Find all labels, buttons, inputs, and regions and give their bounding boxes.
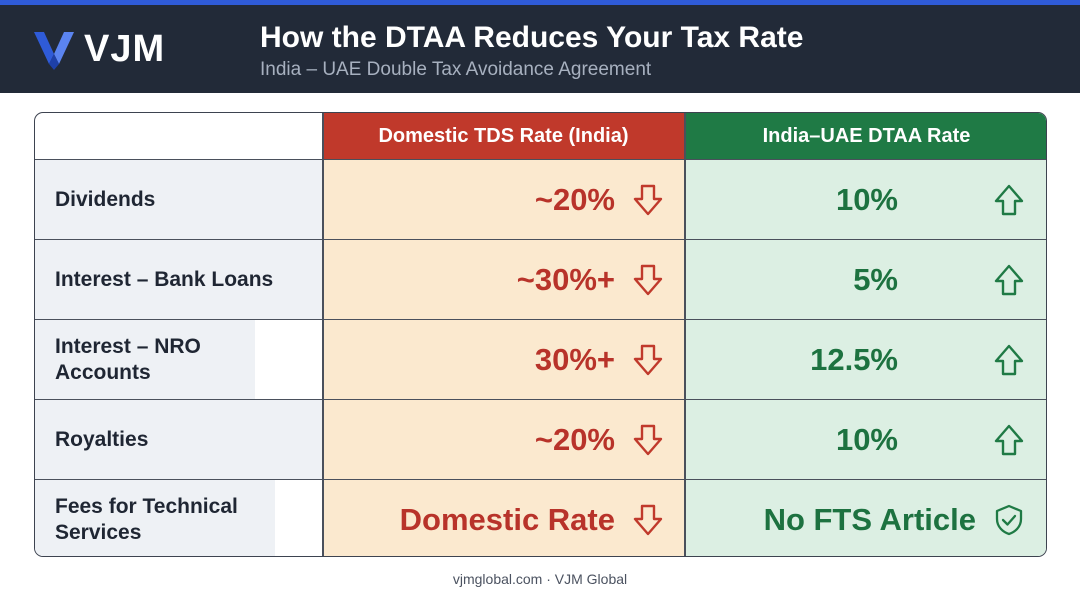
table-row: Dividends ~20% 10% bbox=[35, 159, 1046, 240]
header-banner: VJM How the DTAA Reduces Your Tax Rate I… bbox=[0, 5, 1080, 93]
arrow-down-icon bbox=[633, 264, 663, 296]
dtaa-cell: 10% bbox=[685, 400, 1046, 480]
rate-comparison-table: Domestic TDS Rate (India) India–UAE DTAA… bbox=[34, 112, 1047, 557]
domestic-cell: ~20% bbox=[322, 400, 685, 480]
row-label: Dividends bbox=[35, 160, 322, 240]
table-row: Interest – Bank Loans ~30%+ 5% bbox=[35, 239, 1046, 320]
dtaa-column-header: India–UAE DTAA Rate bbox=[685, 113, 1046, 159]
footer-credit: vjmglobal.com · VJM Global bbox=[452, 571, 628, 587]
domestic-rate: ~30%+ bbox=[516, 262, 615, 297]
logo: VJM bbox=[32, 27, 165, 71]
row-label: Interest – NRO Accounts bbox=[35, 320, 255, 400]
dtaa-rate: 10% bbox=[835, 182, 898, 217]
arrow-down-icon bbox=[633, 184, 663, 216]
column-divider bbox=[684, 113, 686, 556]
dtaa-rate: No FTS Article bbox=[763, 502, 976, 537]
domestic-rate: ~20% bbox=[534, 182, 615, 217]
shield-check-icon bbox=[995, 504, 1023, 536]
row-label: Fees for Technical Services bbox=[35, 480, 275, 556]
page-subtitle: India – UAE Double Tax Avoidance Agreeme… bbox=[260, 59, 652, 80]
domestic-column-header: Domestic TDS Rate (India) bbox=[322, 113, 685, 159]
dtaa-cell: 12.5% bbox=[685, 320, 1046, 400]
dtaa-rate: 10% bbox=[835, 422, 898, 457]
arrow-up-icon bbox=[994, 264, 1024, 296]
dtaa-cell: 5% bbox=[685, 240, 1046, 320]
column-divider bbox=[322, 113, 324, 556]
arrow-down-icon bbox=[633, 504, 663, 536]
domestic-column bbox=[322, 113, 685, 556]
domestic-cell: 30%+ bbox=[322, 320, 685, 400]
dtaa-cell: 10% bbox=[685, 160, 1046, 240]
domestic-cell: ~20% bbox=[322, 160, 685, 240]
dtaa-cell: No FTS Article bbox=[685, 480, 1046, 556]
logo-text: VJM bbox=[84, 27, 166, 70]
dtaa-rate: 5% bbox=[853, 262, 898, 297]
table-row: Royalties ~20% 10% bbox=[35, 399, 1046, 480]
table-row: Interest – NRO Accounts 30%+ 12.5% bbox=[35, 319, 1046, 400]
dtaa-rate: 12.5% bbox=[810, 342, 898, 377]
arrow-down-icon bbox=[633, 344, 663, 376]
top-accent-line bbox=[0, 0, 1080, 5]
row-label: Royalties bbox=[35, 400, 322, 480]
arrow-up-icon bbox=[994, 344, 1024, 376]
page-title: How the DTAA Reduces Your Tax Rate bbox=[260, 21, 804, 54]
domestic-cell: Domestic Rate bbox=[322, 480, 685, 556]
arrow-up-icon bbox=[994, 424, 1024, 456]
vjm-logo-icon bbox=[34, 32, 74, 70]
table-row: Fees for Technical Services Domestic Rat… bbox=[35, 479, 1046, 556]
row-label: Interest – Bank Loans bbox=[35, 240, 322, 320]
domestic-rate: 30%+ bbox=[534, 342, 615, 377]
arrow-down-icon bbox=[633, 424, 663, 456]
domestic-cell: ~30%+ bbox=[322, 240, 685, 320]
domestic-rate: ~20% bbox=[534, 422, 615, 457]
domestic-rate: Domestic Rate bbox=[399, 502, 615, 537]
dtaa-column bbox=[685, 113, 1046, 556]
arrow-up-icon bbox=[994, 184, 1024, 216]
